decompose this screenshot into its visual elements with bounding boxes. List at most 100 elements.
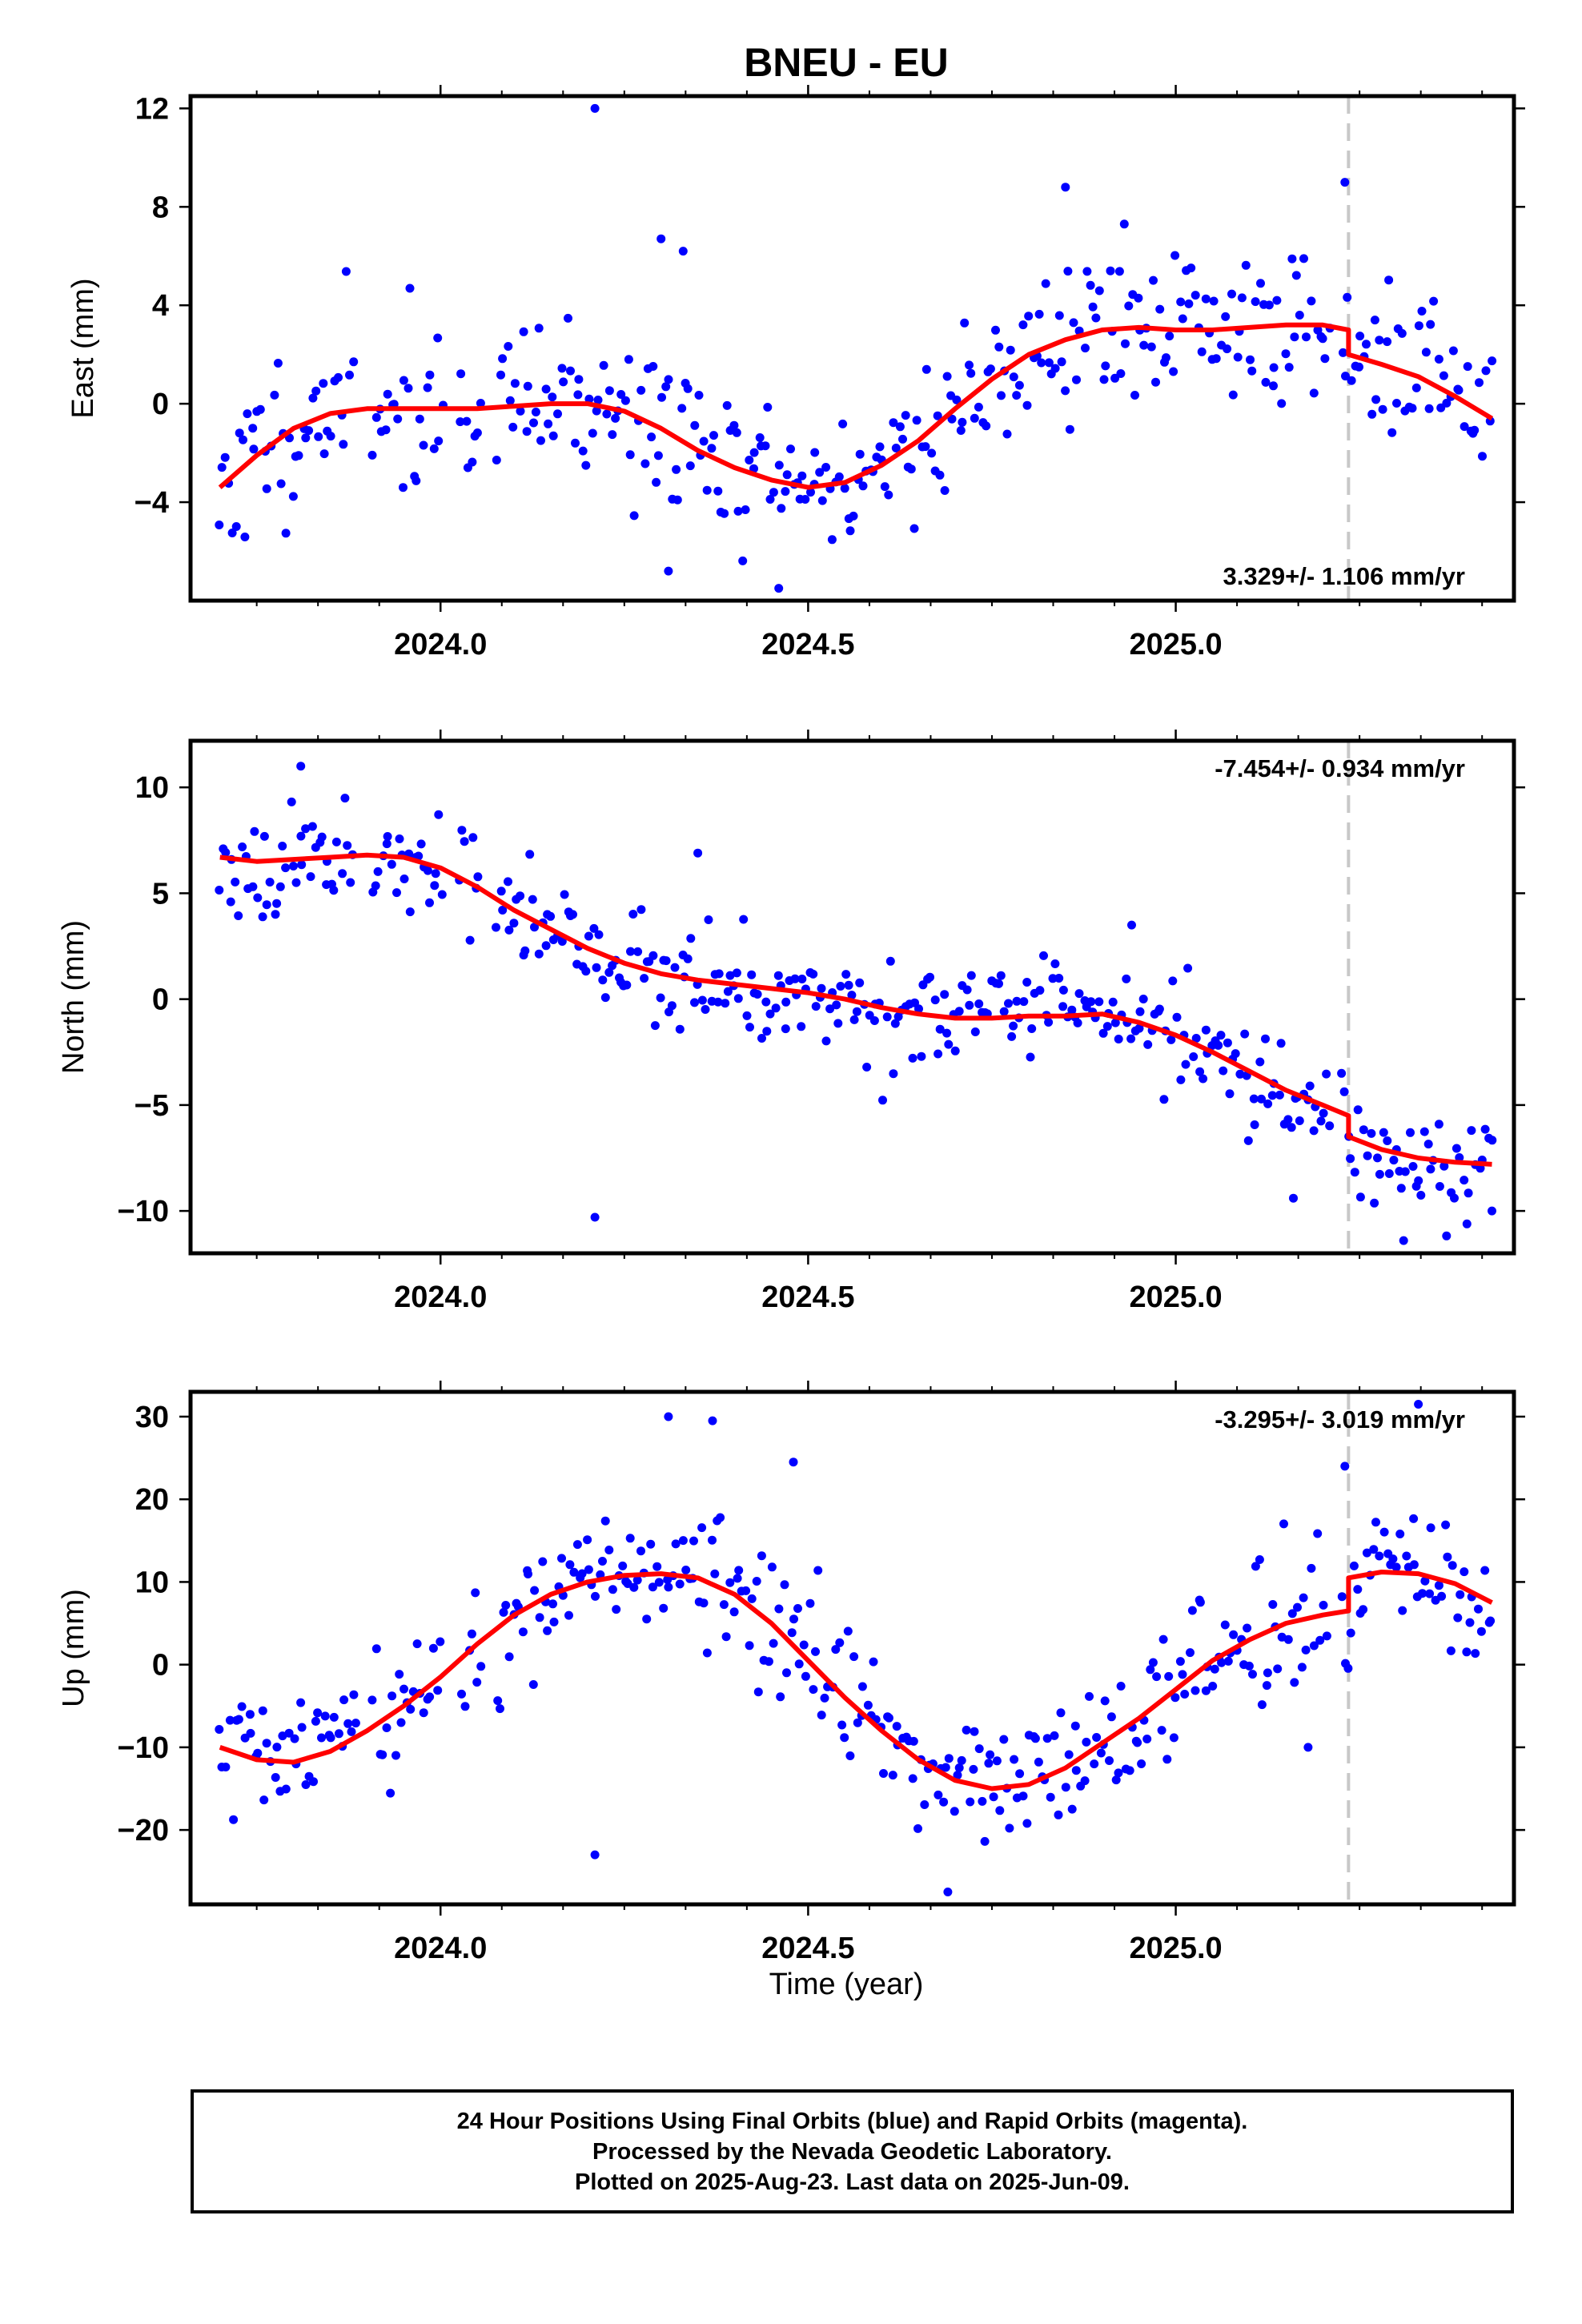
data-point	[982, 421, 991, 431]
data-point	[892, 1722, 901, 1731]
data-point	[1184, 299, 1194, 308]
data-point	[1305, 1081, 1315, 1091]
data-point	[462, 416, 472, 426]
data-point	[869, 1016, 879, 1025]
data-point	[1263, 1668, 1272, 1678]
y-tick-label: 0	[152, 983, 169, 1017]
data-point	[1273, 1664, 1283, 1674]
data-point	[1279, 1519, 1288, 1529]
data-point	[1337, 1592, 1347, 1602]
data-point	[723, 987, 733, 996]
data-point	[573, 390, 583, 400]
data-point	[734, 1566, 744, 1575]
data-point	[329, 886, 339, 895]
data-point	[516, 406, 525, 416]
data-point	[1295, 311, 1304, 320]
data-point	[460, 837, 469, 846]
data-point	[720, 509, 729, 518]
data-point	[399, 376, 408, 385]
data-point	[840, 1733, 849, 1743]
data-point	[569, 1567, 579, 1577]
data-point	[296, 762, 306, 771]
data-point	[1099, 375, 1109, 384]
data-point	[1275, 1090, 1284, 1100]
data-point	[1319, 1600, 1328, 1610]
data-point	[738, 556, 748, 565]
data-point	[602, 409, 612, 419]
data-point	[499, 1607, 508, 1617]
data-point	[885, 956, 895, 966]
data-point	[509, 919, 519, 928]
data-point	[1339, 1087, 1349, 1096]
data-point	[1411, 383, 1421, 392]
data-point	[1061, 1783, 1070, 1792]
data-point	[231, 877, 240, 887]
data-point	[1072, 375, 1081, 384]
data-point	[1064, 1750, 1074, 1759]
data-point	[1402, 1551, 1411, 1561]
data-point	[757, 1034, 766, 1043]
data-point	[1251, 297, 1260, 307]
data-point	[419, 440, 428, 450]
data-point	[1110, 1018, 1120, 1027]
data-point	[1255, 1057, 1265, 1067]
data-point	[583, 1535, 592, 1545]
rate-label: -7.454+/- 0.934 mm/yr	[1215, 754, 1465, 782]
data-point	[400, 875, 409, 883]
rate-label: 3.329+/- 1.106 mm/yr	[1223, 562, 1465, 590]
data-point	[1480, 1124, 1490, 1134]
data-point	[496, 1704, 504, 1714]
data-point	[604, 967, 614, 977]
data-point	[954, 1763, 964, 1772]
data-point	[1290, 332, 1299, 342]
data-point	[419, 1708, 428, 1718]
data-point	[522, 427, 532, 436]
data-point	[774, 1604, 784, 1614]
data-point	[590, 103, 600, 113]
data-point	[504, 342, 513, 351]
data-point	[329, 1712, 339, 1722]
data-point	[541, 384, 551, 394]
data-point	[1186, 1648, 1195, 1658]
data-point	[999, 1735, 1009, 1744]
x-tick-label: 2024.5	[761, 1932, 854, 1965]
data-point	[930, 995, 940, 1005]
data-point	[492, 923, 500, 932]
data-point	[650, 1021, 660, 1031]
data-point	[1425, 1589, 1435, 1598]
data-point	[1114, 1768, 1123, 1778]
data-point	[317, 1733, 326, 1743]
data-point	[1470, 425, 1480, 435]
data-point	[404, 384, 413, 393]
data-point	[1054, 1810, 1063, 1819]
data-point	[920, 1800, 930, 1809]
data-point	[1054, 974, 1064, 983]
data-point	[1114, 1035, 1123, 1043]
data-point	[912, 416, 921, 425]
y-tick-label: 20	[135, 1483, 169, 1517]
data-point	[343, 841, 352, 850]
data-point	[622, 980, 632, 990]
data-point	[1199, 1074, 1208, 1084]
data-point	[1061, 183, 1070, 192]
data-point	[1217, 1658, 1227, 1667]
data-point	[793, 1604, 802, 1613]
data-point	[648, 951, 658, 960]
data-point	[1116, 369, 1126, 378]
data-point	[504, 925, 514, 935]
data-point	[654, 1578, 664, 1587]
data-point	[950, 1807, 959, 1816]
data-point	[1301, 1645, 1311, 1655]
data-point	[367, 450, 377, 460]
data-point	[847, 991, 857, 1000]
data-point	[1187, 1606, 1197, 1615]
data-point	[1349, 1561, 1359, 1570]
data-point	[626, 947, 635, 956]
data-point	[935, 470, 945, 480]
data-point	[817, 983, 826, 993]
data-point	[1022, 1819, 1032, 1828]
data-point	[1414, 1176, 1423, 1185]
data-point	[1154, 1004, 1164, 1014]
data-point	[1322, 1631, 1331, 1641]
